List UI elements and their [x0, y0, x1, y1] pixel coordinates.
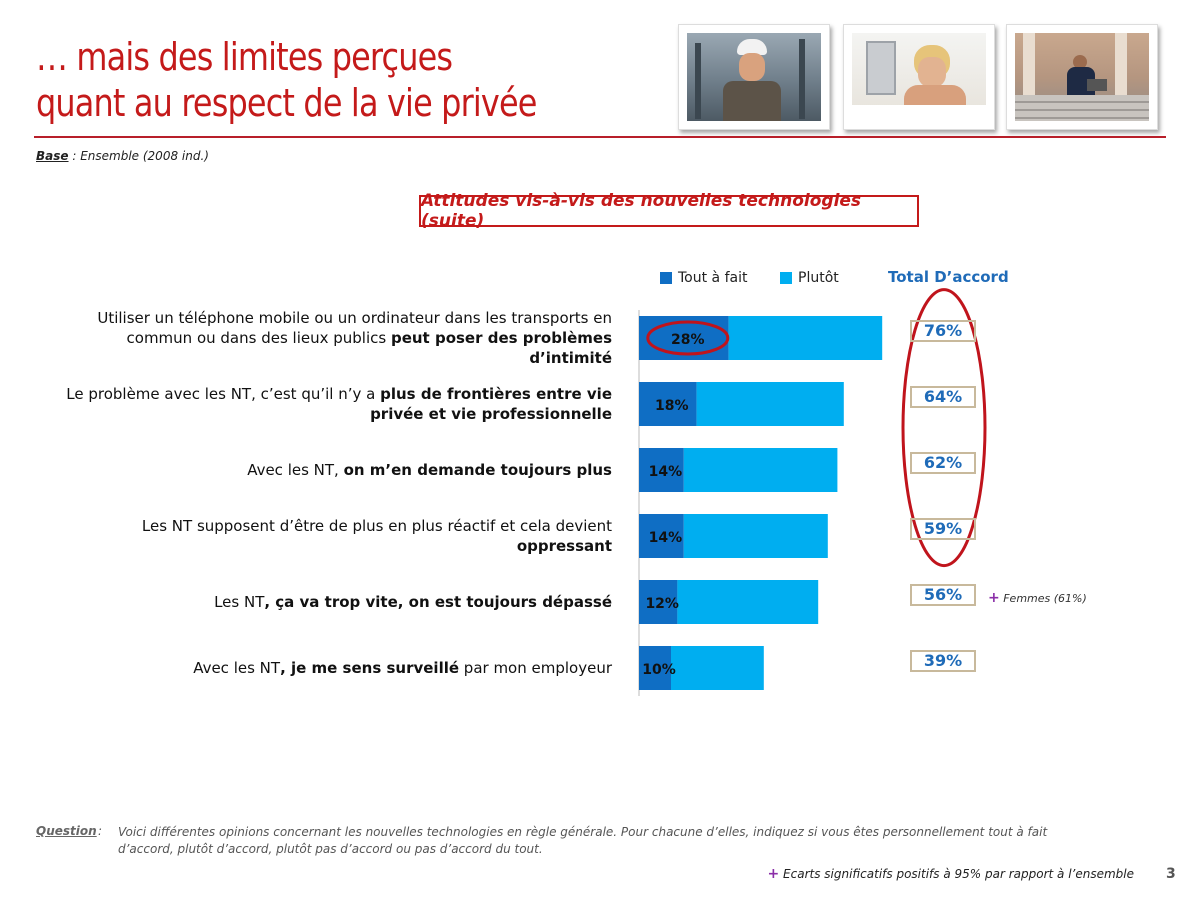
highlight-ellipse-first-bar — [646, 320, 730, 356]
total-accord-box: 59% — [910, 518, 976, 540]
plus-marker: + — [988, 590, 1000, 606]
page-number: 3 — [1166, 866, 1176, 882]
femmes-note-text: Femmes (61%) — [1003, 592, 1087, 605]
row-label-emphasis: , je me sens surveillé — [280, 659, 460, 677]
row-label-text: Avec les NT — [193, 659, 281, 677]
data-label-tout-a-fait: 14% — [649, 530, 683, 546]
worker-phone-photo — [678, 24, 830, 130]
bar-tout-a-fait — [639, 382, 697, 426]
row-label: Le problème avec les NT, c’est qu’il n’y… — [52, 384, 612, 424]
chart-title: Attitudes vis-à-vis des nouvelles techno… — [419, 191, 919, 231]
bar-plutot — [683, 448, 838, 492]
data-label-tout-a-fait: 28% — [671, 332, 705, 348]
data-label-tout-a-fait: 12% — [645, 596, 679, 612]
question-text: Voici différentes opinions concernant le… — [118, 825, 1048, 856]
highlight-ellipse-totals — [901, 288, 987, 568]
stressed-woman-photo — [843, 24, 995, 130]
row-label-text: Le problème avec les NT, c’est qu’il n’y… — [66, 385, 381, 403]
bar-tout-a-fait — [639, 448, 684, 492]
legend-plutot: Plutôt — [780, 270, 839, 286]
question-label: Question — [36, 824, 97, 838]
significance-note: + Ecarts significatifs positifs à 95% pa… — [768, 866, 1135, 882]
row-label: Les NT, ça va trop vite, on est toujours… — [52, 592, 612, 612]
total-accord-box: 56% — [910, 584, 976, 606]
data-label-tout-a-fait: 18% — [655, 398, 689, 414]
question-sep: : — [98, 824, 103, 838]
base-label: Base — [36, 149, 69, 163]
slide-title: … mais des limites perçues quant au resp… — [36, 34, 537, 126]
row-label-text: Utiliser un téléphone mobile ou un ordin… — [97, 309, 612, 347]
total-accord-box: 39% — [910, 650, 976, 672]
significance-text: Ecarts significatifs positifs à 95% par … — [779, 867, 1134, 881]
row-label: Les NT supposent d’être de plus en plus … — [52, 516, 612, 556]
row-label-text-end: par mon employeur — [459, 659, 612, 677]
man-laptop-stairs-photo — [1006, 24, 1158, 130]
row-label-emphasis: plus de frontières entre vie privée et v… — [370, 385, 612, 423]
total-accord-box: 62% — [910, 452, 976, 474]
row-label-emphasis: peut poser des problèmes d’intimité — [390, 329, 612, 367]
data-label-tout-a-fait: 14% — [649, 464, 683, 480]
base-text: : Ensemble (2008 ind.) — [68, 149, 209, 163]
total-accord-box: 76% — [910, 320, 976, 342]
legend-label-tout-a-fait: Tout à fait — [678, 270, 748, 286]
significance-plus: + — [767, 866, 780, 882]
bar-plutot — [728, 316, 883, 360]
row-label-text: Avec les NT, — [247, 461, 344, 479]
total-accord-box: 64% — [910, 386, 976, 408]
row-label: Utiliser un téléphone mobile ou un ordin… — [52, 308, 612, 368]
data-label-tout-a-fait: 10% — [642, 662, 676, 678]
bar-plutot — [683, 514, 828, 558]
row-label-text: Les NT — [214, 593, 265, 611]
femmes-note: + Femmes (61%) — [988, 590, 1087, 606]
slide-title-line2: quant au respect de la vie privée — [36, 81, 537, 125]
row-label: Avec les NT, je me sens surveillé par mo… — [52, 658, 612, 678]
legend-swatch-tout-a-fait — [660, 272, 672, 284]
bar-tout-a-fait — [639, 580, 678, 624]
slide-title-line1: … mais des limites perçues — [36, 35, 453, 79]
bar-plutot — [677, 580, 819, 624]
bar-tout-a-fait — [639, 514, 684, 558]
legend-tout-a-fait: Tout à fait — [660, 270, 747, 286]
legend-label-plutot: Plutôt — [798, 270, 839, 286]
total-header: Total D’accord — [888, 268, 1009, 286]
base-note: Base : Ensemble (2008 ind.) — [36, 149, 209, 163]
legend-swatch-plutot — [780, 272, 792, 284]
row-label-emphasis: oppressant — [516, 537, 612, 555]
bar-plutot — [671, 646, 764, 690]
row-label: Avec les NT, on m’en demande toujours pl… — [52, 460, 612, 480]
header-rule — [34, 136, 1166, 138]
row-label-text: Les NT supposent d’être de plus en plus … — [141, 517, 612, 535]
bar-tout-a-fait — [639, 646, 671, 690]
row-label-emphasis: , ça va trop vite, on est toujours dépas… — [264, 593, 612, 611]
row-label-emphasis: on m’en demande toujours plus — [343, 461, 612, 479]
bar-plutot — [696, 382, 844, 426]
